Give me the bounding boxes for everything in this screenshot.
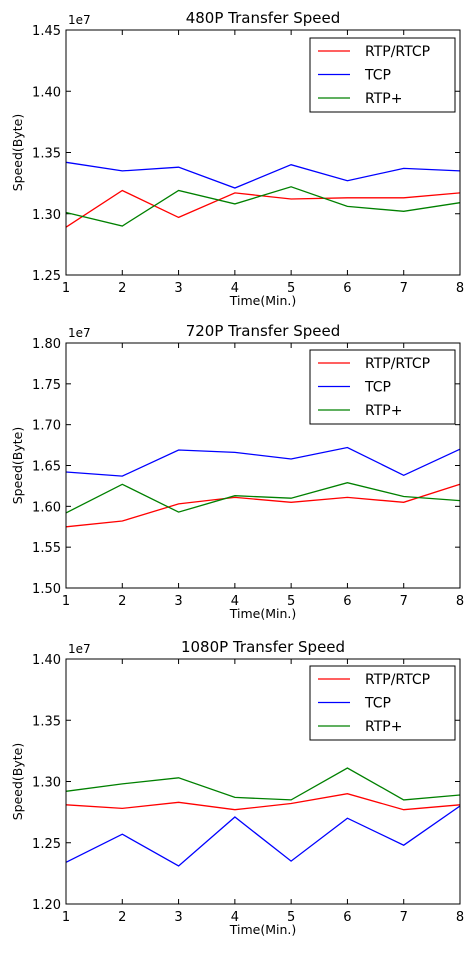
plot-frame [65, 342, 461, 589]
legend-label: TCP [364, 380, 391, 396]
chart-title: 720P Transfer Speed [186, 322, 341, 340]
plot-frame [65, 29, 461, 276]
chart-1: 480P Transfer Speed 1 2 3 4 5 6 7 8 1.25 1.30 1.35 1… [10, 9, 464, 308]
y-tick-label: 1.75 [32, 378, 61, 393]
legend-label: RTP+ [365, 91, 402, 107]
x-tick-label: 4 [231, 910, 239, 925]
chart-2: 720P Transfer Speed 1 2 3 4 5 6 7 8 1.50 1.55 1.60 1… [10, 322, 464, 621]
x-tick-label: 5 [287, 281, 295, 296]
series-line-tcp [65, 446, 461, 477]
x-tick-label: 7 [400, 910, 408, 925]
chart-3: 1080P Transfer Speed 1 2 3 4 5 6 7 8 1.20 1.25 1.30… [10, 638, 464, 937]
legend-label: RTP/RTCP [365, 44, 430, 60]
y-tick-label: 1.80 [32, 337, 61, 352]
x-tick-label: 4 [231, 281, 239, 296]
x-tick-label: 1 [62, 594, 70, 609]
series-line-rtp- [65, 186, 461, 227]
y-tick-label: 1.40 [32, 85, 61, 100]
legend-label: TCP [364, 68, 391, 84]
legend-label: RTP+ [365, 403, 402, 419]
series-line-rtp- [65, 767, 461, 801]
x-tick-label: 1 [62, 910, 70, 925]
legend: RTP/RTCP TCP RTP+ [309, 349, 456, 425]
x-tick-label: 2 [118, 910, 126, 925]
x-tick-label: 1 [62, 281, 70, 296]
y-tick-label: 1.50 [32, 582, 61, 597]
y-tick-label: 1.30 [32, 776, 61, 791]
legend-label: RTP/RTCP [365, 672, 430, 688]
y-multiplier-label: 1e7 [68, 13, 91, 27]
x-axis-label: Time(Min.) [229, 293, 297, 308]
x-tick-label: 6 [343, 281, 351, 296]
x-axis-label: Time(Min.) [229, 606, 297, 621]
y-multiplier-label: 1e7 [68, 642, 91, 656]
y-tick-label: 1.25 [32, 837, 61, 852]
x-tick-label: 5 [287, 594, 295, 609]
x-tick-label: 8 [456, 281, 464, 296]
legend-label: TCP [364, 696, 391, 712]
series-line-rtp- [65, 482, 461, 514]
plot-frame [65, 658, 461, 905]
y-tick-label: 1.20 [32, 898, 61, 913]
x-axis-label: Time(Min.) [229, 922, 297, 937]
series-line-rtp-rtcp [65, 793, 461, 811]
y-axis-label: Speed(Byte) [10, 743, 25, 821]
y-axis-label: Speed(Byte) [10, 114, 25, 192]
y-tick-label: 1.25 [32, 269, 61, 284]
x-tick-label: 3 [174, 281, 182, 296]
y-tick-label: 1.40 [32, 653, 61, 668]
x-tick-label: 8 [456, 910, 464, 925]
series-line-tcp [65, 805, 461, 867]
series-line-rtp-rtcp [65, 483, 461, 528]
y-tick-label: 1.70 [32, 419, 61, 434]
x-tick-label: 6 [343, 910, 351, 925]
y-multiplier-label: 1e7 [68, 326, 91, 340]
x-tick-label: 7 [400, 281, 408, 296]
y-tick-label: 1.30 [32, 208, 61, 223]
series-line-tcp [65, 161, 461, 189]
legend-label: RTP+ [365, 719, 402, 735]
x-tick-label: 6 [343, 594, 351, 609]
y-tick-label: 1.45 [32, 24, 61, 39]
x-tick-label: 8 [456, 594, 464, 609]
x-tick-label: 7 [400, 594, 408, 609]
x-tick-label: 5 [287, 910, 295, 925]
x-tick-label: 3 [174, 594, 182, 609]
x-tick-label: 2 [118, 281, 126, 296]
chart-title: 480P Transfer Speed [186, 9, 341, 27]
legend: RTP/RTCP TCP RTP+ [309, 37, 456, 113]
y-tick-label: 1.55 [32, 541, 61, 556]
x-tick-label: 3 [174, 910, 182, 925]
legend: RTP/RTCP TCP RTP+ [309, 665, 456, 741]
chart-title: 1080P Transfer Speed [181, 638, 345, 656]
legend-label: RTP/RTCP [365, 356, 430, 372]
x-tick-label: 2 [118, 594, 126, 609]
y-tick-label: 1.60 [32, 500, 61, 515]
y-tick-label: 1.35 [32, 714, 61, 729]
x-tick-label: 4 [231, 594, 239, 609]
y-tick-label: 1.35 [32, 147, 61, 162]
y-tick-label: 1.65 [32, 460, 61, 475]
y-axis-label: Speed(Byte) [10, 427, 25, 505]
